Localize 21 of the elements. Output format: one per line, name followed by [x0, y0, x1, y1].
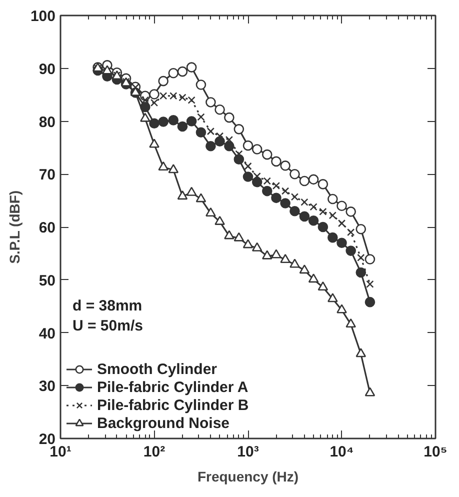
- y-tick-label: 60: [38, 220, 56, 236]
- y-tick-label: 90: [38, 60, 56, 78]
- annotation: d = 38mm: [72, 298, 142, 314]
- x-axis-title: Frequency (Hz): [197, 468, 299, 484]
- x-tick-label: 10⁴: [330, 444, 354, 460]
- x-tick-label: 10¹: [50, 444, 72, 460]
- x-tick-label: 10²: [143, 444, 166, 460]
- y-tick-label: 50: [38, 272, 56, 290]
- x-tick-label: 10³: [237, 444, 259, 460]
- y-tick-label: 30: [38, 378, 56, 396]
- y-tick-label: 100: [30, 8, 56, 25]
- legend-label: Background Noise: [97, 414, 230, 432]
- annotation: U = 50m/s: [72, 318, 143, 334]
- y-tick-label: 80: [38, 114, 56, 131]
- legend-label: Pile-fabric Cylinder B: [97, 396, 249, 414]
- y-tick-label: 70: [38, 166, 56, 184]
- y-axis-title: S.P.L (dBF): [6, 190, 22, 264]
- legend-label: Smooth Cylinder: [97, 360, 218, 378]
- y-tick-label: 40: [38, 325, 56, 342]
- x-tick-label: 10⁵: [424, 444, 448, 460]
- legend-label: Pile-fabric Cylinder A: [97, 378, 248, 396]
